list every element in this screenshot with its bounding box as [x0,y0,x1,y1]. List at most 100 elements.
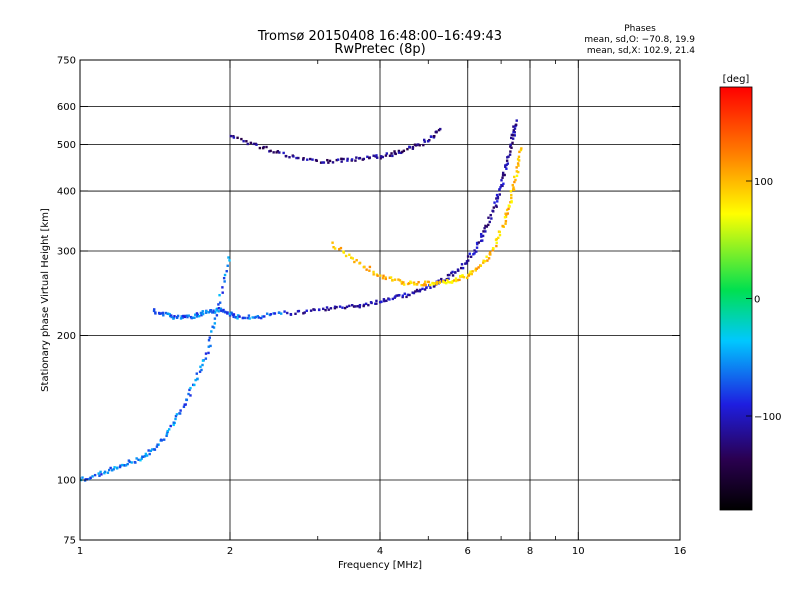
echo-point [199,365,202,368]
echo-point [451,274,455,277]
echo-point [217,307,221,310]
echo-point [474,268,477,272]
echo-point [218,293,221,297]
echo-point [358,156,362,160]
echo-point [481,239,484,242]
grid [80,60,680,540]
echo-point [127,459,131,462]
echo-point [260,316,263,320]
echo-point [384,277,387,281]
echo-point [140,457,143,460]
echo-point [488,251,492,254]
echo-point [439,127,442,131]
echo-point [447,277,450,280]
echo-point [305,309,308,312]
echo-point [155,445,159,448]
echo-point [481,234,485,238]
echo-point [512,134,515,137]
echo-point [225,311,229,314]
echo-point [152,308,156,311]
echo-point [204,311,208,314]
echo-point [197,314,201,318]
echo-point [388,154,392,157]
echo-point [144,452,148,456]
echo-point [509,145,512,148]
echo-point [405,295,408,299]
echo-point [461,266,465,270]
echo-point [236,136,239,140]
echo-point [247,314,251,317]
echo-point [272,312,275,315]
echo-point [222,308,225,312]
echo-point [397,149,401,153]
echo-point [447,280,450,284]
echo-point [475,246,479,249]
echo-point [415,283,419,286]
echo-point [400,282,404,285]
echo-point [487,216,490,219]
echo-point [147,449,150,452]
echo-point [183,315,187,319]
y-tick-label: 75 [63,536,76,547]
echo-point [326,158,329,162]
x-tick-label: 16 [674,546,687,557]
echo-point [414,290,417,293]
echo-point [261,146,265,150]
echo-point [336,158,340,161]
echo-point [496,200,499,203]
echo-point [174,417,177,421]
echo-point [506,156,509,159]
echo-point [356,305,359,308]
echo-point [346,159,349,162]
echo-point [219,307,223,310]
echo-point [242,139,245,143]
stats-line-o: mean, sd,O: −70.8, 19.9 [584,35,695,45]
echo-point [381,277,385,280]
echo-point [513,175,516,179]
y-tick-label: 300 [57,247,76,258]
echo-point [324,308,327,312]
echo-point [240,137,243,141]
echo-point [272,151,275,154]
echo-point [419,288,422,292]
echo-point [215,309,218,312]
echo-point [269,313,273,316]
echo-point [378,301,382,304]
echo-point [348,253,351,256]
echo-point [375,302,378,305]
echo-point [116,466,119,469]
echo-point [444,281,448,285]
echo-point [507,207,510,210]
echo-point [495,244,498,248]
echo-point [487,257,491,260]
echo-point [372,154,375,157]
echo-point [498,193,501,196]
x-axis-label: Frequency [MHz] [338,560,422,571]
echo-point [207,345,210,348]
echo-point [164,311,168,315]
echo-point [346,157,349,161]
echo-point [423,140,426,143]
echo-point [502,182,505,185]
echo-point [458,278,461,282]
echo-point [417,143,420,146]
echo-point [422,143,425,147]
x-tick-label: 1 [77,546,83,557]
echo-point [391,154,394,158]
echo-point [248,317,251,320]
echo-point [289,313,293,316]
echo-point [517,164,520,167]
echo-point [422,138,426,142]
echo-point [355,258,358,262]
echo-point [380,300,383,303]
echo-point [100,473,103,476]
echo-point [327,308,330,311]
echo-point [188,388,191,392]
echo-point [109,466,112,470]
echo-point [252,142,255,146]
echo-point [495,237,498,241]
echo-point [353,260,356,264]
echo-point [440,277,443,281]
echo-point [113,466,116,469]
echo-point [173,315,176,318]
